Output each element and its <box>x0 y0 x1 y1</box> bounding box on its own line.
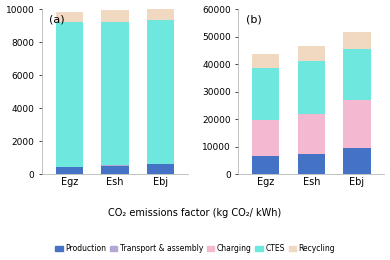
Bar <box>147 164 174 174</box>
Text: (b): (b) <box>246 14 261 24</box>
Legend: Production, Transport & assembly, Charging, CTES, Recycling: Production, Transport & assembly, Chargi… <box>52 241 338 256</box>
Bar <box>252 68 279 120</box>
Bar <box>252 54 279 68</box>
Text: CO₂ emissions factor (kg CO₂/ kWh): CO₂ emissions factor (kg CO₂/ kWh) <box>108 209 282 218</box>
Bar <box>343 49 371 100</box>
Bar <box>298 47 325 61</box>
Bar <box>252 120 279 156</box>
Bar <box>298 154 325 174</box>
Bar <box>56 22 83 167</box>
Bar <box>343 100 371 148</box>
Bar <box>252 156 279 174</box>
Bar <box>101 165 129 166</box>
Bar <box>343 148 371 174</box>
Bar <box>56 167 83 174</box>
Bar <box>298 61 325 114</box>
Text: (a): (a) <box>49 14 65 24</box>
Bar <box>56 12 83 22</box>
Bar <box>101 10 129 22</box>
Bar <box>298 114 325 154</box>
Bar <box>101 22 129 165</box>
Bar <box>147 20 174 164</box>
Bar <box>147 5 174 20</box>
Bar <box>343 32 371 49</box>
Bar <box>101 166 129 174</box>
